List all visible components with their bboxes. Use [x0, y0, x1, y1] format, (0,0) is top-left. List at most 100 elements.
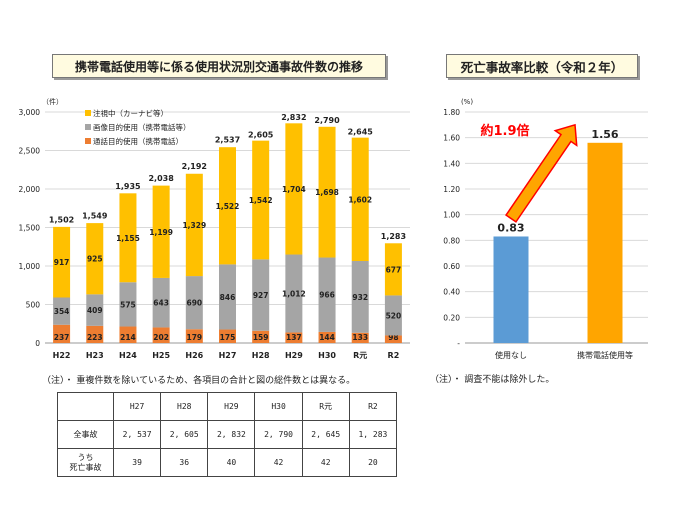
table-cell: 2, 537	[112, 420, 162, 449]
bar-segment	[384, 243, 402, 296]
table-header-cell: H27	[112, 392, 162, 421]
bar-segment	[119, 282, 137, 327]
y-tick-label: 2,000	[19, 185, 41, 194]
data-label: 1,542	[249, 196, 273, 205]
y-tick-label: 0.40	[443, 288, 460, 297]
table-cell: 40	[207, 448, 256, 477]
data-label: 643	[153, 299, 169, 308]
bar-segment	[219, 329, 236, 343]
table-header-cell: H29	[207, 392, 256, 421]
data-label: 1.56	[591, 128, 618, 141]
table-cell: 42	[254, 448, 303, 477]
total-label: 1,283	[381, 232, 406, 241]
data-label: 1,012	[282, 289, 306, 298]
data-label: 179	[186, 333, 202, 342]
data-label: 214	[120, 333, 136, 342]
table-row: うち 死亡事故 39 36 40 42 42 20	[57, 448, 398, 477]
data-label: 927	[253, 291, 269, 300]
data-label: 354	[54, 307, 70, 316]
y-tick-label: 1,000	[19, 262, 41, 271]
bar-segment	[86, 223, 104, 295]
bar-segment	[86, 294, 104, 326]
table-cell: 2, 645	[301, 420, 350, 449]
x-tick-label: 携帯電話使用等	[577, 350, 633, 360]
x-tick-label: H24	[119, 351, 137, 360]
total-label: 2,645	[348, 127, 374, 136]
data-label: 846	[220, 293, 236, 302]
total-label: 2,832	[281, 113, 306, 122]
x-tick-label: H22	[53, 351, 71, 360]
right-chart-note: （注）・ 調査不能は除外した。	[430, 375, 555, 385]
bar-segment	[252, 330, 270, 343]
bar-segment	[185, 276, 203, 330]
bar	[493, 236, 529, 343]
y-axis-unit: (%)	[461, 98, 473, 106]
x-tick-label: H29	[285, 351, 303, 360]
total-label: 2,192	[182, 162, 207, 171]
y-tick-label: 0	[35, 339, 40, 348]
data-label: 966	[319, 291, 335, 300]
y-tick-label: 1,500	[19, 224, 41, 233]
bar-segment	[285, 123, 303, 255]
data-label: 690	[186, 299, 202, 308]
x-tick-label: H26	[185, 351, 203, 360]
table-cell: 2, 605	[160, 420, 209, 449]
y-tick-label: 0.60	[443, 262, 460, 271]
data-label: 175	[220, 333, 236, 342]
legend-label: 通話目的使用（携帯電話）	[93, 136, 183, 146]
accident-table: H27 H28 H29 H30 R元 R2 全事故 2, 537 2, 605 …	[57, 392, 398, 477]
data-label: 917	[54, 258, 70, 267]
table-header-row: H27 H28 H29 H30 R元 R2	[57, 392, 398, 421]
data-label: 133	[352, 333, 368, 342]
y-tick-label: 1.40	[443, 159, 460, 168]
data-label: 1,155	[116, 234, 140, 243]
bar-segment	[318, 331, 336, 343]
bar-segment	[86, 325, 104, 343]
data-label: 1,602	[348, 195, 372, 204]
data-label: 144	[319, 333, 335, 342]
table-cell: 1, 283	[348, 420, 398, 449]
data-label: 1,522	[216, 202, 240, 211]
bar-segment	[384, 295, 402, 336]
data-label: 409	[87, 306, 103, 315]
total-label: 2,790	[314, 116, 340, 125]
legend-swatch	[85, 124, 91, 130]
table-row-label-text: 全事故	[73, 429, 98, 439]
data-label: 1,329	[182, 221, 206, 230]
table-row-label: うち 死亡事故	[57, 448, 114, 477]
data-label: 932	[352, 293, 368, 302]
table-cell: 39	[112, 448, 162, 477]
table-row-label-text: うち	[77, 452, 94, 462]
data-label: 137	[286, 333, 302, 342]
legend-swatch	[85, 138, 91, 144]
bar-segment	[351, 137, 369, 261]
x-tick-label: H28	[252, 351, 270, 360]
bar-segment	[152, 277, 170, 328]
table-header-cell: H28	[160, 392, 209, 421]
x-tick-label: R2	[388, 351, 400, 360]
y-tick-label: 0.20	[443, 313, 460, 322]
table-header-cell: H30	[254, 392, 303, 421]
bar-segment	[318, 257, 336, 332]
y-tick-label: 1.60	[443, 134, 460, 143]
data-label: 677	[386, 265, 402, 274]
x-tick-label: H27	[219, 351, 237, 360]
table-row-label: 全事故	[57, 420, 114, 449]
table-cell: 20	[348, 448, 398, 477]
data-label: 0.83	[497, 221, 524, 234]
bar-segment	[152, 327, 170, 343]
data-label: 1,704	[282, 185, 306, 194]
x-tick-label: H25	[152, 351, 170, 360]
right-chart-title: 死亡事故率比較（令和２年）	[446, 54, 638, 78]
data-label: 1,199	[149, 228, 173, 237]
data-label: 202	[153, 333, 169, 342]
y-tick-label: 3,000	[19, 108, 41, 117]
table-cell: 36	[160, 448, 209, 477]
bar-segment	[53, 297, 71, 325]
bar-segment	[119, 326, 137, 343]
bar-segment	[119, 193, 137, 283]
data-label: 1,698	[315, 188, 339, 197]
legend-label: 注視中（カーナビ等）	[93, 108, 168, 118]
x-tick-label: H23	[86, 351, 104, 360]
total-label: 1,549	[82, 212, 108, 221]
